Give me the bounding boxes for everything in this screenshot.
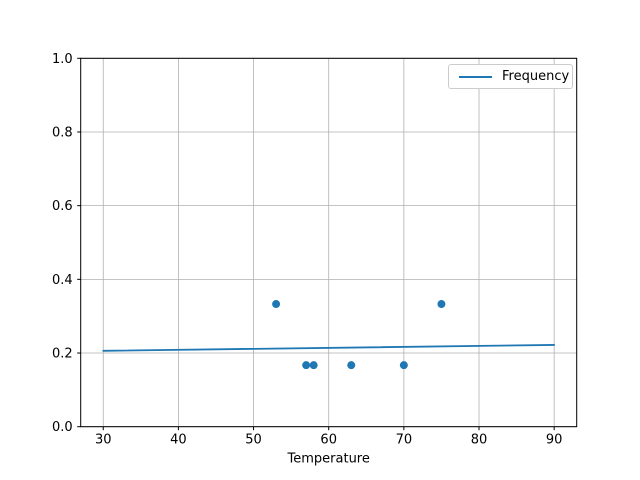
- y-tick-label: 1.0: [52, 52, 73, 67]
- plot-frame: [80, 57, 578, 428]
- x-tick-label: 50: [245, 433, 262, 448]
- scatter-point: [437, 300, 446, 309]
- scatter-point: [309, 361, 318, 370]
- y-tick-label: 0.0: [52, 420, 73, 435]
- legend: Frequency: [448, 64, 573, 89]
- scatter-point: [347, 361, 356, 370]
- y-tick-label: 0.6: [52, 199, 73, 214]
- scatter-point: [272, 300, 281, 309]
- x-tick-label: 90: [546, 433, 563, 448]
- x-tick-label: 30: [95, 433, 112, 448]
- scatter-point: [399, 361, 408, 370]
- y-tick-label: 0.4: [52, 273, 73, 288]
- legend-line-sample: [459, 75, 492, 78]
- legend-label: Frequency: [502, 69, 570, 84]
- x-tick-label: 40: [170, 433, 187, 448]
- x-axis-label: Temperature: [287, 452, 370, 467]
- scatter-point: [302, 361, 311, 370]
- x-tick-label: 60: [320, 433, 337, 448]
- frequency-trend-line: [102, 344, 556, 352]
- y-tick-label: 0.2: [52, 347, 73, 362]
- x-tick-label: 70: [396, 433, 413, 448]
- y-tick-label: 0.8: [52, 125, 73, 140]
- x-tick-label: 80: [471, 433, 488, 448]
